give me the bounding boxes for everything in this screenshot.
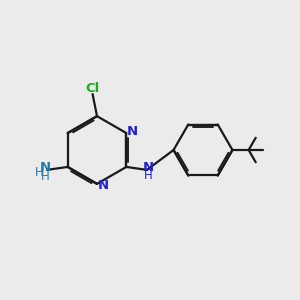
Text: N: N	[98, 179, 109, 192]
Text: H: H	[41, 170, 50, 183]
Text: Cl: Cl	[85, 82, 100, 95]
Text: H: H	[144, 169, 153, 182]
Text: N: N	[40, 161, 51, 174]
Text: N: N	[127, 125, 138, 138]
Text: N: N	[143, 161, 154, 174]
Text: H: H	[34, 166, 43, 179]
